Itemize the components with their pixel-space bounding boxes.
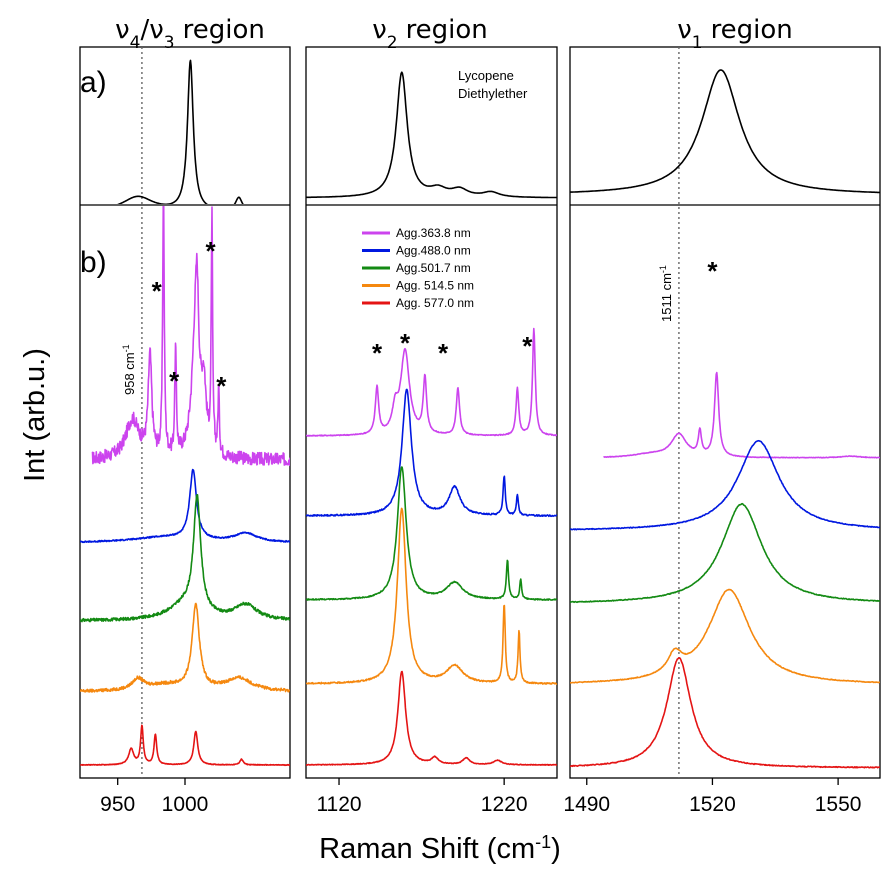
asterisk-marker: * (522, 331, 533, 361)
region-title-v4v3: ν4/ν3 region (115, 15, 265, 53)
asterisk-marker: * (152, 276, 163, 306)
spectrum-agg_514_5 (306, 507, 557, 685)
legend-label: Agg. 514.5 nm (396, 279, 474, 293)
asterisk-marker: * (216, 371, 227, 401)
x-tick-label: 1520 (689, 793, 736, 816)
legend-label: Agg.363.8 nm (396, 226, 471, 240)
region-title-v2: ν2 region (372, 15, 488, 53)
asterisk-marker: * (206, 236, 217, 266)
legend-label: Agg.501.7 nm (396, 261, 471, 275)
spectrum-agg_577_0 (80, 724, 290, 767)
reference-annotation-line: Diethylether (458, 86, 528, 101)
asterisk-marker: * (169, 366, 180, 396)
y-axis-title: Int (arb.u.) (19, 348, 51, 482)
spectrum-agg_577_0 (306, 670, 557, 766)
spectrum-agg_514_5 (570, 588, 880, 684)
spectrum-agg_363_8 (306, 327, 557, 437)
x-tick-label: 1120 (316, 793, 361, 816)
spectrum-agg_501_7 (306, 466, 557, 601)
panel-frame-1 (305, 46, 558, 779)
x-tick-label: 1220 (481, 793, 528, 816)
x-tick-label: 1550 (815, 793, 862, 816)
x-tick-label: 950 (100, 793, 135, 816)
legend-label: Agg.488.0 nm (396, 244, 471, 258)
asterisk-marker: * (372, 338, 383, 368)
spectrum-agg_501_7 (80, 494, 290, 623)
x-tick-label: 1000 (162, 793, 209, 816)
panel-frame-2 (569, 46, 881, 779)
x-tick-label: 1490 (563, 793, 610, 816)
spectrum-agg_514_5 (80, 602, 290, 693)
spectrum-agg_488_0 (306, 388, 557, 518)
reference-line-label: 1511 cm-1 (658, 265, 674, 322)
asterisk-marker: * (438, 338, 449, 368)
panel-label-a: a) (80, 66, 107, 99)
spectrum-agg_501_7 (570, 502, 880, 604)
spectrum-agg_363_8 (603, 371, 880, 459)
reference-spectrum (306, 71, 557, 199)
spectrum-agg_363_8 (91, 206, 290, 467)
region-title-v1: ν1 region (677, 15, 793, 53)
panel-label-b: b) (80, 246, 107, 279)
reference-spectrum (570, 69, 880, 194)
reference-spectrum (117, 59, 244, 204)
reference-annotation-line: Lycopene (458, 68, 514, 83)
panels-group: 950 1000 958 cm-1 * * * * 1120 1220 * * * * 1490 1520 1… (79, 46, 881, 816)
reference-line-label: 958 cm-1 (121, 344, 137, 395)
asterisk-marker: * (707, 256, 718, 286)
asterisk-marker: * (400, 328, 411, 358)
spectrum-agg_488_0 (570, 439, 880, 531)
spectrum-agg_577_0 (570, 657, 880, 769)
spectrum-agg_488_0 (80, 468, 290, 544)
x-axis-title: Raman Shift (cm-1) (319, 832, 561, 865)
legend-label: Agg. 577.0 nm (396, 296, 474, 310)
